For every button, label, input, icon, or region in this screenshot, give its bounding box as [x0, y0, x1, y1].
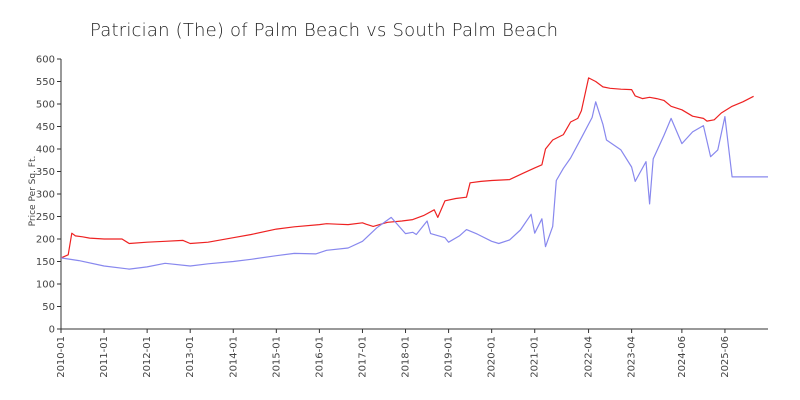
x-tick-label: 2021-01: [530, 336, 541, 378]
x-tick-label: 2010-01: [56, 336, 67, 378]
y-tick-label: 300: [36, 190, 55, 201]
y-tick-label: 450: [36, 122, 55, 133]
y-tick-label: 350: [36, 167, 55, 178]
x-tick-label: 2017-01: [357, 336, 368, 378]
x-tick-label: 2019-01: [444, 336, 455, 378]
y-tick-label: 550: [36, 77, 55, 88]
x-tick-label: 2011-01: [99, 336, 110, 378]
x-tick-label: 2015-01: [271, 336, 282, 378]
x-tick-label: 2013-01: [185, 336, 196, 378]
x-tick-label: 2012-01: [142, 336, 153, 378]
series-line-2: [60, 101, 768, 270]
x-tick-label: 2025-06: [720, 336, 731, 378]
x-tick-label: 2014-01: [228, 336, 239, 378]
y-tick-label: 50: [42, 302, 55, 313]
y-tick-label: 600: [36, 55, 55, 66]
y-tick-label: 400: [36, 145, 55, 156]
x-tick-label: 2024-06: [677, 336, 688, 378]
chart-title: Patrician (The) of Palm Beach vs South P…: [90, 20, 559, 41]
x-tick-label: 2016-01: [314, 336, 325, 378]
y-tick-label: 200: [36, 235, 55, 246]
x-tick-label: 2022-04: [584, 336, 595, 378]
y-tick-label: 500: [36, 100, 55, 111]
y-tick-label: 0: [49, 325, 55, 336]
y-tick-label: 250: [36, 212, 55, 223]
x-tick-label: 2018-01: [401, 336, 412, 378]
x-tick-label: 2020-01: [487, 336, 498, 378]
x-tick-label: 2023-04: [627, 336, 638, 378]
axes: 0 50 100 150 200 250 300 350 400 450 500 550 600 Pric…: [28, 55, 768, 378]
series-layer: [60, 77, 768, 270]
y-tick-label: 100: [36, 280, 55, 291]
series-line-1: [60, 77, 754, 259]
y-axis-label: Price Per Sq. Ft.: [28, 156, 38, 227]
y-tick-label: 150: [36, 257, 55, 268]
